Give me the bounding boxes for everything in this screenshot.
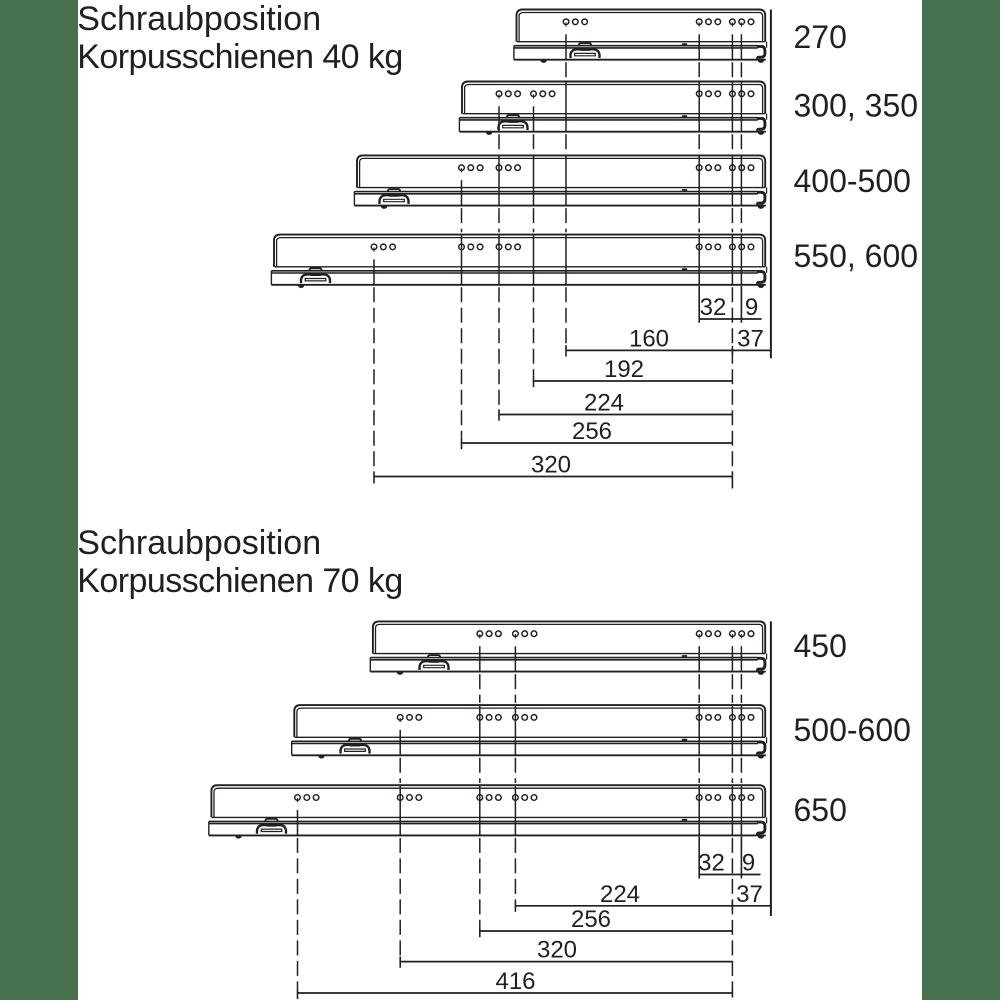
svg-text:320: 320: [531, 452, 571, 479]
svg-text:256: 256: [572, 418, 612, 445]
svg-text:224: 224: [584, 390, 624, 417]
svg-text:Schraubposition: Schraubposition: [77, 0, 321, 38]
svg-text:Schraubposition: Schraubposition: [77, 524, 321, 562]
svg-text:256: 256: [571, 906, 611, 933]
svg-text:32: 32: [700, 294, 727, 321]
svg-text:Korpusschienen 70 kg: Korpusschienen 70 kg: [77, 562, 402, 600]
svg-text:9: 9: [745, 294, 758, 321]
svg-text:650: 650: [794, 792, 847, 828]
svg-text:400-500: 400-500: [794, 163, 911, 199]
svg-text:300, 350: 300, 350: [794, 88, 919, 124]
svg-text:192: 192: [604, 356, 644, 383]
svg-text:37: 37: [737, 325, 764, 352]
svg-text:450: 450: [794, 628, 847, 664]
svg-text:550, 600: 550, 600: [794, 238, 919, 274]
svg-text:160: 160: [629, 325, 669, 352]
svg-text:37: 37: [736, 881, 763, 908]
svg-text:Korpusschienen 40 kg: Korpusschienen 40 kg: [77, 38, 402, 76]
svg-text:500-600: 500-600: [794, 712, 911, 748]
svg-text:9: 9: [742, 850, 755, 877]
svg-text:270: 270: [794, 19, 847, 55]
svg-text:224: 224: [600, 881, 640, 908]
svg-text:32: 32: [698, 850, 725, 877]
svg-text:320: 320: [537, 937, 577, 964]
svg-text:416: 416: [495, 968, 535, 995]
